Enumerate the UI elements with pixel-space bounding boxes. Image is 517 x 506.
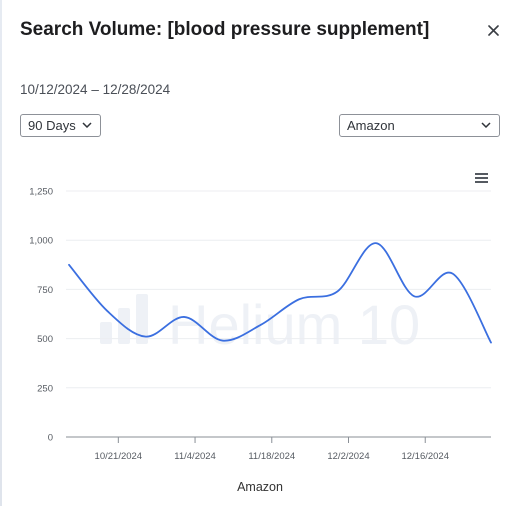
- y-tick-label: 750: [37, 285, 53, 296]
- x-axis-title: Amazon: [237, 480, 283, 494]
- search-volume-chart: Helium 10 0 250 500 750 1,000 1,250 10/21/202…: [29, 187, 492, 494]
- panel-left-edge: [0, 0, 2, 506]
- close-icon: [487, 24, 499, 36]
- y-tick-label: 0: [48, 433, 53, 444]
- source-select-value: Amazon: [347, 118, 395, 133]
- x-tick-label: 10/21/2024: [95, 451, 143, 462]
- watermark-text: Helium 10: [168, 293, 420, 356]
- y-tick-label: 250: [37, 383, 53, 394]
- chart-series: [68, 242, 492, 344]
- chevron-down-icon: [82, 122, 92, 129]
- x-tick-label: 12/16/2024: [401, 451, 449, 462]
- chevron-down-icon: [481, 122, 491, 129]
- y-axis: 0 250 500 750 1,000 1,250: [29, 187, 53, 444]
- hamburger-icon-bar: [474, 173, 488, 175]
- close-button[interactable]: [483, 20, 503, 40]
- y-tick-label: 1,000: [29, 236, 53, 247]
- hamburger-icon-bar: [474, 181, 488, 183]
- x-tick-label: 12/2/2024: [327, 451, 369, 462]
- chart-grid: [66, 190, 491, 389]
- chart-menu-button[interactable]: [472, 170, 490, 186]
- helium10-watermark: Helium 10: [100, 293, 420, 356]
- x-tick-label: 11/18/2024: [248, 451, 295, 462]
- hamburger-icon-bar: [474, 177, 488, 179]
- x-tick-label: 11/4/2024: [174, 451, 216, 462]
- x-axis: 10/21/2024 11/4/2024 11/18/2024 12/2/2024 12…: [66, 436, 491, 462]
- range-select[interactable]: 90 Days: [20, 114, 101, 137]
- series-line-amazon: [68, 242, 492, 344]
- y-tick-label: 500: [37, 334, 53, 345]
- y-tick-label: 1,250: [29, 187, 53, 198]
- range-select-value: 90 Days: [28, 118, 76, 133]
- date-range: 10/12/2024 – 12/28/2024: [20, 82, 171, 97]
- page-title: Search Volume: [blood pressure supplemen…: [20, 19, 430, 40]
- source-select[interactable]: Amazon: [339, 114, 500, 137]
